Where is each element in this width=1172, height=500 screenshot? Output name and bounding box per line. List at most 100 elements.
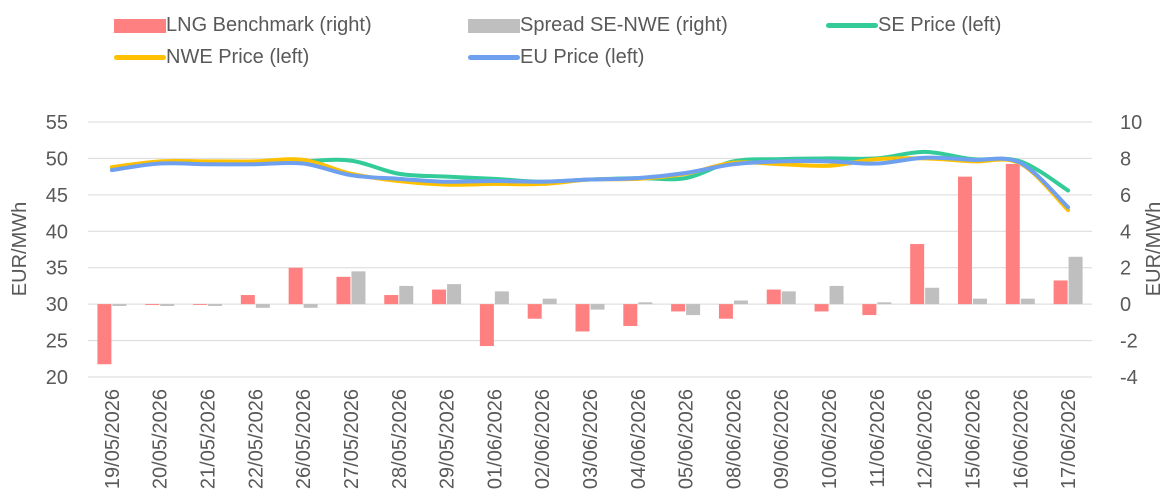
y-tick-right: 2 [1120,258,1131,280]
bar-lng-benchmark-1 [145,304,160,306]
bar-lng-benchmark-8 [479,304,494,347]
bar-spread-3 [255,304,270,308]
legend-swatch-spread [468,18,520,33]
y-tick-left: 35 [46,258,68,280]
bar-lng-benchmark-2 [193,304,208,305]
bar-lng-benchmark-18 [957,176,972,305]
x-tick-label: 20/05/2026 [150,389,172,489]
bar-spread-5 [351,271,366,305]
legend-item-se-price: SE Price (left) [826,14,1001,37]
gridlines [88,121,1092,378]
bar-lng-benchmark-14 [766,289,781,305]
x-tick-label: 28/05/2026 [389,389,411,489]
x-tick-label: 19/05/2026 [102,389,124,489]
bar-lng-benchmark-17 [910,244,925,305]
y-tick-right: 6 [1120,185,1131,207]
bar-spread-11 [638,302,653,305]
y-tick-left: 20 [46,367,68,389]
y-tick-right: -4 [1120,367,1138,389]
x-tick-label: 27/05/2026 [341,389,363,489]
legend-label-nwe-price: NWE Price (left) [166,46,310,68]
bar-spread-10 [590,304,605,310]
bar-lng-benchmark-10 [575,304,590,332]
bar-spread-12 [686,304,701,316]
bar-lng-benchmark-16 [862,304,877,316]
bar-lng-benchmark-7 [432,289,447,305]
y-axis-label-right: EUR/MWh [1143,202,1165,296]
bar-spread-17 [925,287,940,305]
bar-lng-benchmark-0 [97,304,112,365]
legend-swatch-lng-benchmark [114,18,166,33]
x-tick-label: 17/06/2026 [1058,389,1080,489]
y-tick-right: 8 [1120,148,1131,170]
bar-lng-benchmark-3 [240,295,255,305]
legend-swatch-se-price [826,23,878,28]
legend: LNG Benchmark (right) Spread SE-NWE (rig… [0,0,1172,80]
y-tick-left: 30 [46,294,68,316]
y-tick-left: 55 [46,112,68,134]
x-tick-label: 12/06/2026 [915,389,937,489]
bar-spread-19 [1020,298,1035,305]
legend-label-lng-benchmark: LNG Benchmark (right) [166,14,372,36]
y-tick-right: -2 [1120,331,1138,353]
bar-spread-15 [829,285,844,305]
x-tick-label: 09/06/2026 [771,389,793,489]
y-axis-label-left: EUR/MWh [9,202,31,296]
lines [109,149,1071,213]
bar-spread-6 [399,285,414,305]
x-tick-label: 05/06/2026 [676,389,698,489]
bar-spread-7 [447,284,462,305]
bar-spread-18 [972,298,987,305]
y-tick-right: 0 [1120,294,1131,316]
bar-lng-benchmark-13 [718,304,733,319]
y-axis-right: -4 -2 0 2 4 6 8 10 [1120,112,1142,389]
legend-swatch-eu-price [468,55,520,60]
x-tick-label: 11/06/2026 [867,389,889,488]
x-tick-label: 26/05/2026 [293,389,315,489]
bar-lng-benchmark-15 [814,304,829,312]
bar-lng-benchmark-9 [527,304,542,319]
x-tick-label: 03/06/2026 [580,389,602,489]
bar-lng-benchmark-12 [671,304,686,312]
y-tick-left: 40 [46,221,68,243]
bar-spread-16 [877,302,892,305]
x-tick-label: 22/05/2026 [245,389,267,489]
bars [97,163,1083,365]
y-tick-left: 50 [46,148,68,170]
bar-lng-benchmark-5 [336,276,351,305]
y-tick-left: 25 [46,331,68,353]
x-tick-label: 02/06/2026 [532,389,554,489]
x-tick-label: 16/06/2026 [1010,389,1032,489]
x-tick-label: 01/06/2026 [484,389,506,489]
bar-spread-20 [1068,256,1083,305]
x-tick-label: 04/06/2026 [628,389,650,489]
bar-spread-8 [494,291,509,305]
legend-label-eu-price: EU Price (left) [520,46,645,68]
y-tick-right: 10 [1120,112,1142,134]
bar-spread-9 [542,298,557,305]
legend-label-spread: Spread SE-NWE (right) [520,14,728,36]
y-tick-left: 45 [46,185,68,207]
legend-item-lng-benchmark: LNG Benchmark (right) [114,14,372,37]
legend-item-nwe-price: NWE Price (left) [114,46,309,69]
bar-spread-4 [303,304,318,308]
x-tick-label: 08/06/2026 [723,389,745,489]
x-axis: 19/05/2026 20/05/2026 21/05/2026 22/05/2026… [102,389,1080,489]
bar-spread-13 [733,300,748,305]
legend-swatch-nwe-price [114,55,166,60]
y-tick-right: 4 [1120,221,1131,243]
legend-item-spread: Spread SE-NWE (right) [468,14,728,37]
bar-lng-benchmark-20 [1053,280,1068,305]
bar-spread-2 [208,304,223,306]
bar-lng-benchmark-19 [1005,163,1020,305]
bar-spread-14 [781,291,796,305]
line-eu-price [109,155,1071,210]
x-tick-label: 29/05/2026 [437,389,459,489]
bar-lng-benchmark-6 [384,295,399,305]
legend-item-eu-price: EU Price (left) [468,46,644,69]
x-tick-label: 15/06/2026 [962,389,984,489]
bar-lng-benchmark-4 [288,267,303,305]
x-tick-label: 21/05/2026 [198,389,220,489]
